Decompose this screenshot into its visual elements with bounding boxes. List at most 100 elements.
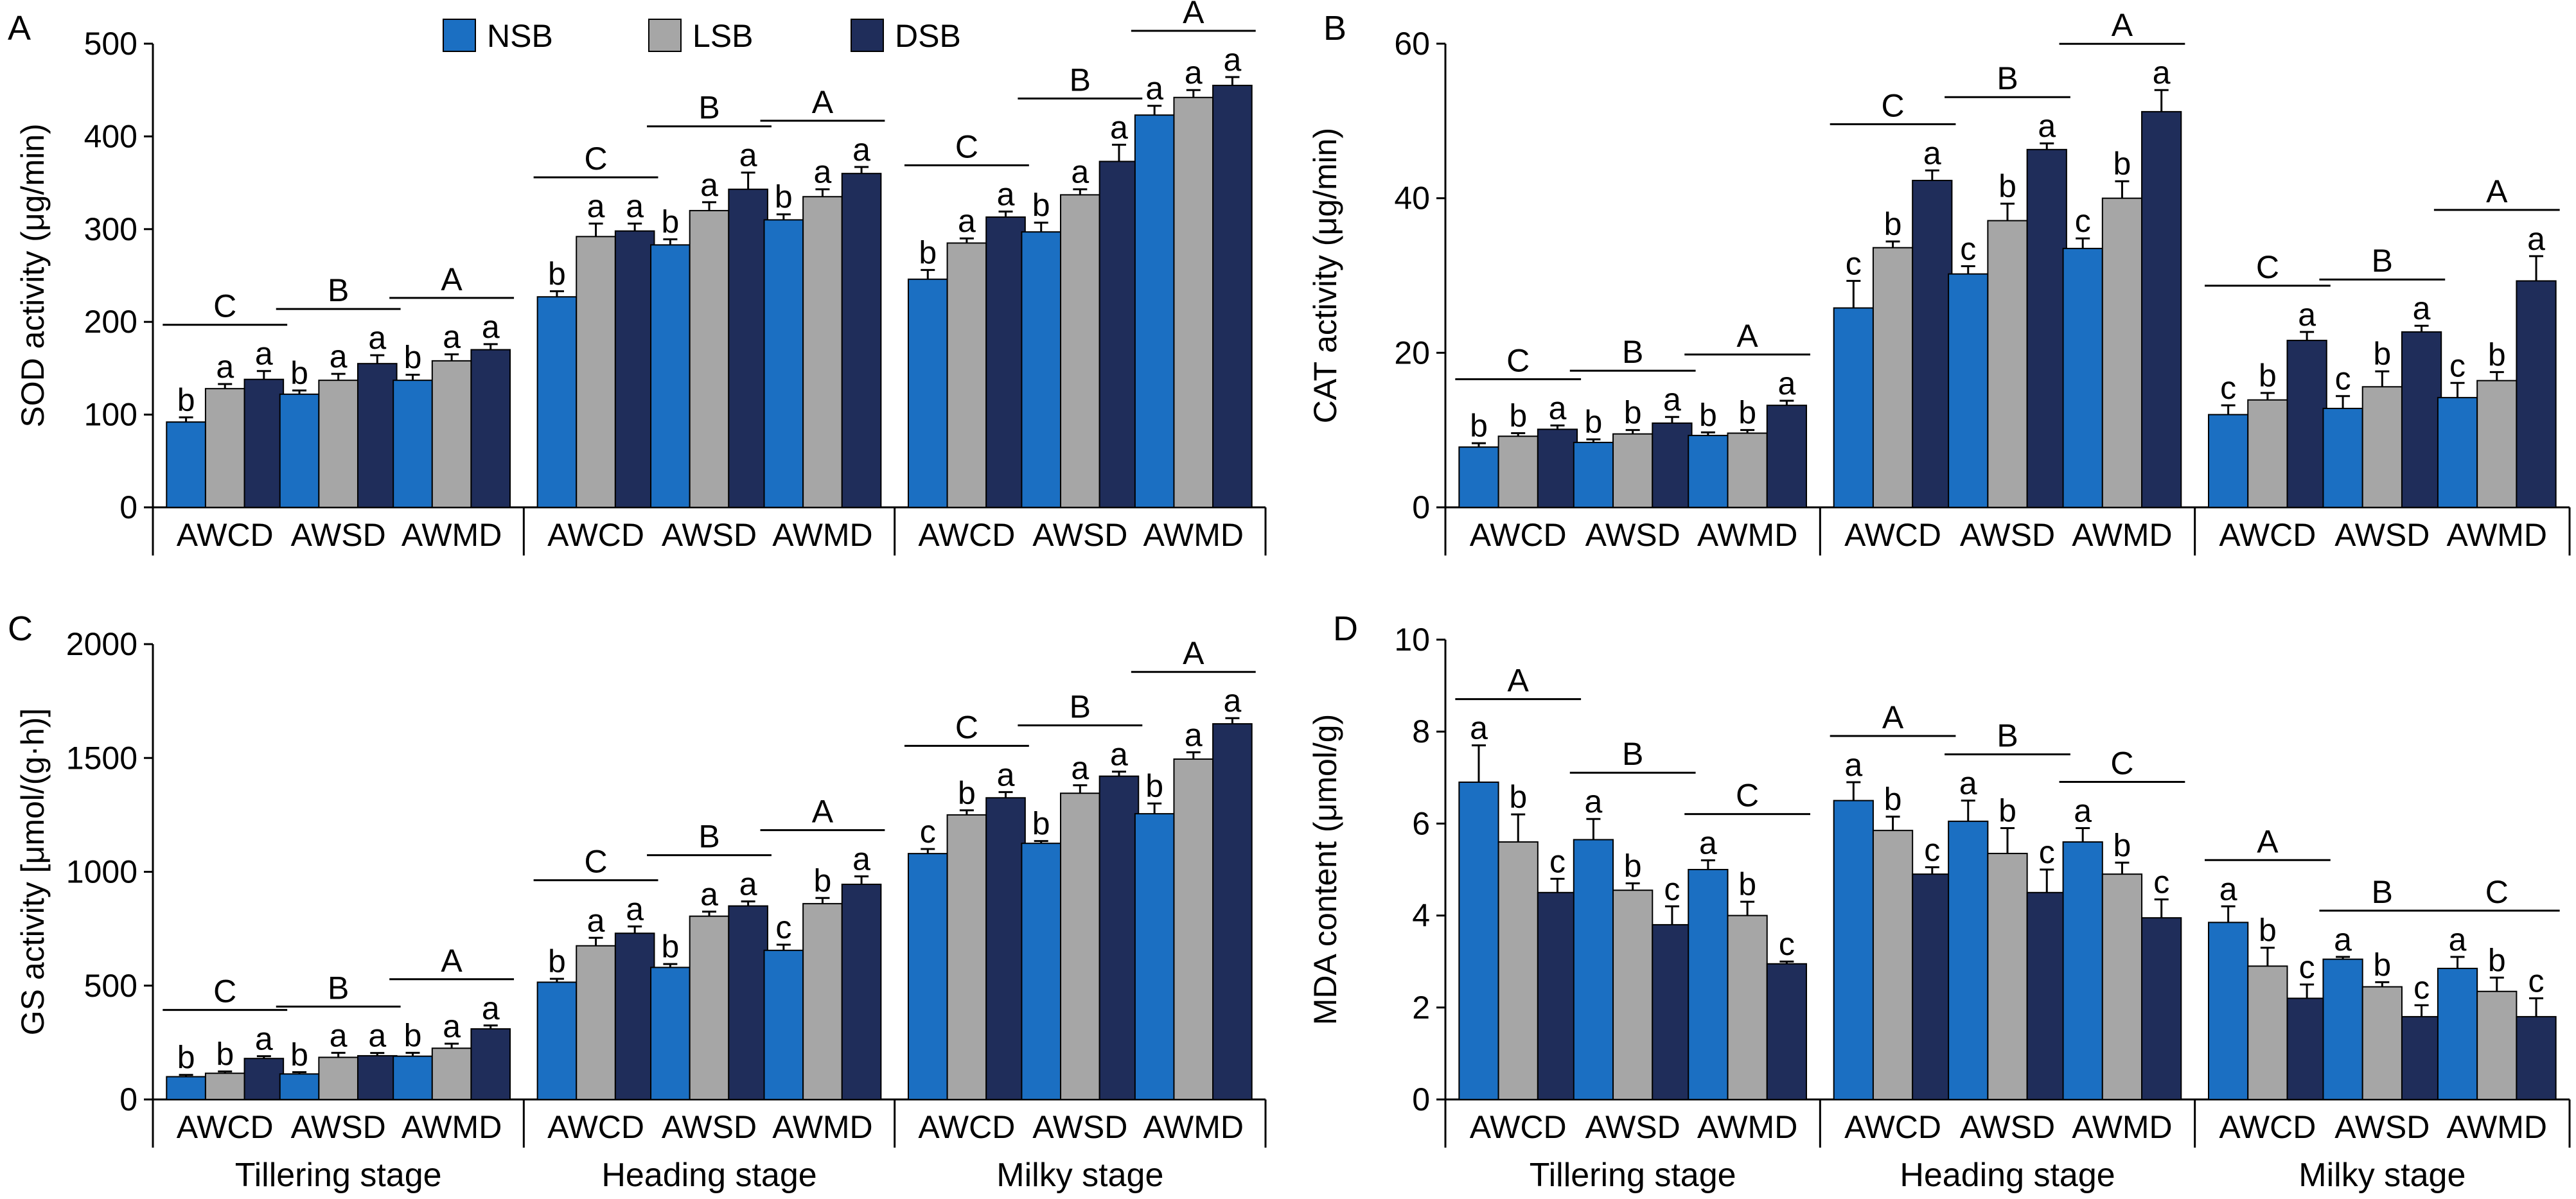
bar xyxy=(536,981,578,1100)
bar xyxy=(1134,813,1175,1101)
significance-letter: a xyxy=(2449,922,2467,958)
bar xyxy=(2437,967,2478,1100)
significance-letter: a xyxy=(739,137,757,173)
group-letter: B xyxy=(328,272,349,308)
y-tick-label: 200 xyxy=(84,304,137,340)
group-letter: C xyxy=(585,141,608,177)
y-axis-label: SOD activity (μg/min) xyxy=(15,123,51,427)
y-tick-label: 500 xyxy=(84,26,137,62)
y-tick-label: 100 xyxy=(84,397,137,433)
significance-letter: b xyxy=(661,929,679,965)
x-tick-label: AWCD xyxy=(177,1109,274,1145)
bar xyxy=(576,945,616,1101)
significance-letter: b xyxy=(1470,408,1488,444)
significance-letter: b xyxy=(2373,336,2391,372)
y-tick-label: 40 xyxy=(1394,180,1430,216)
panel-letter: C xyxy=(8,609,33,648)
significance-letter: b xyxy=(290,355,308,391)
significance-letter: b xyxy=(290,1037,308,1072)
significance-letter: c xyxy=(1779,926,1795,962)
bar xyxy=(1727,432,1768,508)
significance-letter: b xyxy=(1032,188,1050,223)
significance-letter: a xyxy=(1223,42,1241,78)
significance-letter: a xyxy=(958,203,976,239)
significance-letter: a xyxy=(700,167,718,203)
significance-letter: a xyxy=(997,176,1015,212)
significance-letter: c xyxy=(920,814,936,850)
bar xyxy=(2322,407,2363,508)
x-tick-label: AWMD xyxy=(1697,517,1797,553)
significance-letter: b xyxy=(404,340,422,376)
group-letter: A xyxy=(812,794,834,830)
significance-letter: a xyxy=(1699,825,1717,861)
group-letter: C xyxy=(2485,874,2509,910)
stage-label: Milky stage xyxy=(996,1157,1163,1194)
bar xyxy=(1727,915,1768,1100)
group-letter: A xyxy=(441,943,463,979)
significance-letter: b xyxy=(1624,848,1642,884)
significance-letter: a xyxy=(852,132,870,168)
significance-letter: c xyxy=(2220,370,2236,406)
bar xyxy=(1987,852,2028,1100)
bar xyxy=(2322,958,2363,1100)
y-tick-label: 400 xyxy=(84,118,137,154)
bar xyxy=(946,814,987,1100)
significance-letter: a xyxy=(368,320,386,356)
bar xyxy=(470,1028,511,1100)
x-tick-label: AWSD xyxy=(2334,517,2430,553)
x-tick-label: AWSD xyxy=(1032,517,1127,553)
significance-letter: b xyxy=(1998,168,2016,204)
bar xyxy=(802,903,843,1100)
bar xyxy=(2516,280,2557,508)
x-tick-label: AWCD xyxy=(1844,1109,1941,1145)
significance-letter: c xyxy=(2449,347,2466,383)
bar xyxy=(1948,273,1989,508)
significance-letter: b xyxy=(1509,779,1527,815)
bar xyxy=(536,296,578,508)
group-letter: B xyxy=(2372,874,2393,910)
bar xyxy=(393,380,433,508)
bar xyxy=(1098,775,1140,1100)
bar xyxy=(470,349,511,509)
significance-letter: a xyxy=(1071,750,1089,786)
group-letter: A xyxy=(2486,173,2508,209)
bar xyxy=(689,209,730,508)
group-letter: B xyxy=(1622,334,1643,370)
x-tick-label: AWCD xyxy=(1844,517,1941,553)
bar xyxy=(985,797,1026,1100)
group-letter: C xyxy=(1882,87,1905,123)
x-tick-label: AWMD xyxy=(1143,517,1244,553)
bar xyxy=(650,244,691,508)
significance-letter: a xyxy=(2298,297,2316,333)
significance-letter: b xyxy=(1509,398,1527,433)
y-tick-label: 4 xyxy=(1412,898,1430,934)
y-axis-label: GS activity [μmol/(g·h)] xyxy=(15,708,51,1035)
group-letter: C xyxy=(2256,249,2279,285)
x-tick-label: AWCD xyxy=(1470,1109,1567,1145)
bar xyxy=(1987,220,2028,508)
group-letter: C xyxy=(585,844,608,880)
x-tick-label: AWMD xyxy=(401,1109,502,1145)
significance-letter: b xyxy=(919,234,937,270)
bar xyxy=(243,378,285,509)
x-tick-label: AWSD xyxy=(291,1109,386,1145)
x-tick-label: AWCD xyxy=(918,517,1015,553)
significance-letter: b xyxy=(1884,782,1902,818)
bar xyxy=(166,1076,206,1101)
group-letter: B xyxy=(1997,718,2018,754)
bar xyxy=(1833,307,1874,508)
significance-letter: a xyxy=(1185,717,1203,753)
bar xyxy=(2437,397,2478,508)
bar xyxy=(2101,197,2143,508)
significance-letter: c xyxy=(2153,864,2169,900)
group-letter: A xyxy=(1183,635,1204,671)
significance-letter: b xyxy=(2259,358,2277,394)
x-tick-label: AWCD xyxy=(918,1109,1015,1145)
y-tick-label: 1500 xyxy=(66,740,137,776)
significance-letter: a xyxy=(1959,766,1977,801)
group-letter: C xyxy=(1736,778,1759,814)
bar xyxy=(2141,110,2182,509)
bar xyxy=(357,1055,398,1101)
significance-letter: b xyxy=(404,1017,422,1053)
